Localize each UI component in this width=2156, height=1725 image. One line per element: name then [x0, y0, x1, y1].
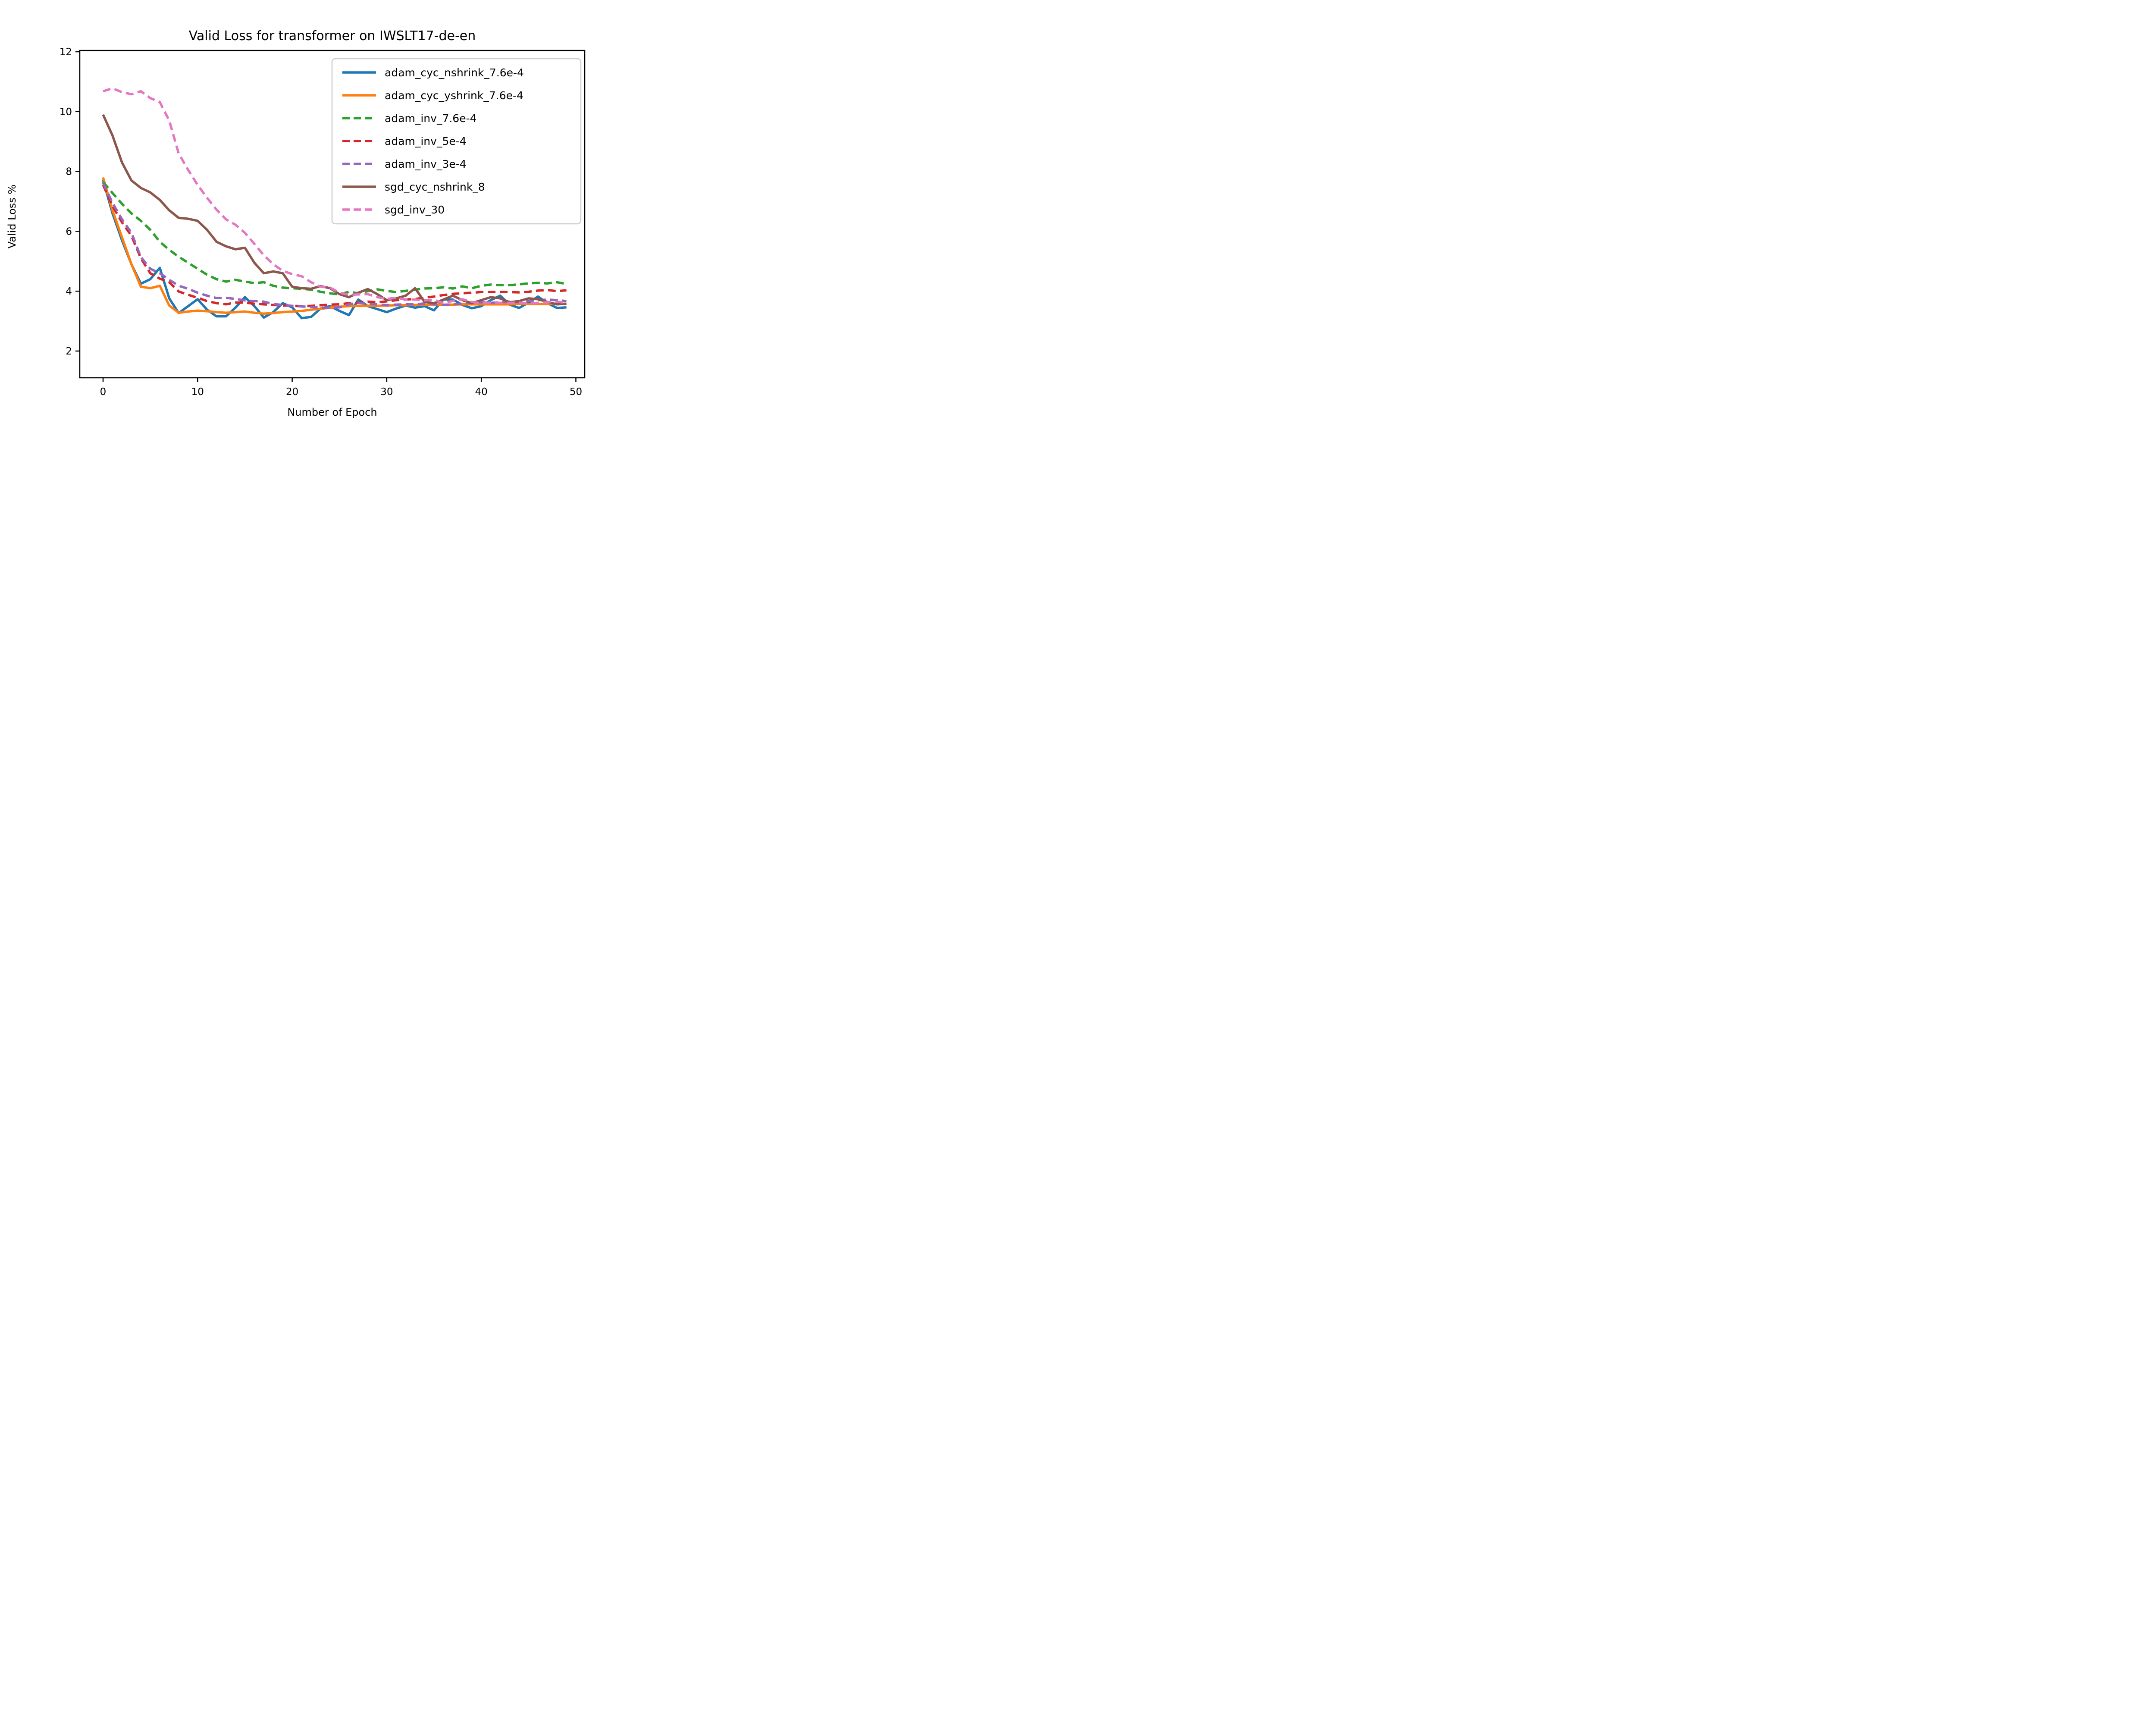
legend-label: adam_inv_5e-4: [385, 135, 467, 147]
x-tick-label: 20: [286, 386, 298, 398]
x-tick-label: 10: [191, 386, 204, 398]
y-tick-label: 8: [66, 166, 72, 178]
legend-label: sgd_cyc_nshrink_8: [385, 181, 485, 193]
x-tick-label: 0: [100, 386, 107, 398]
plot-border: [79, 50, 586, 379]
y-tick-label: 4: [66, 286, 72, 297]
line-chart: 0 10 20 30 40 50 2 4 6 8 10 12 adam_cyc_nshrink_7.6e…: [60, 47, 586, 398]
x-tick-label: 40: [475, 386, 488, 398]
legend-label: adam_cyc_yshrink_7.6e-4: [385, 89, 523, 102]
x-tick-label: 30: [380, 386, 393, 398]
series-line-sgd_inv_30: [103, 87, 567, 305]
y-tick-label: 10: [60, 107, 72, 118]
legend-label: adam_cyc_nshrink_7.6e-4: [385, 66, 524, 79]
y-tick-label: 6: [66, 226, 72, 237]
series-line-adam_inv_3e-4: [102, 182, 567, 309]
figure: Valid Loss for transformer on IWSLT17-de…: [0, 0, 647, 431]
y-tick-label: 12: [60, 47, 72, 58]
series-line-adam_inv_7.6e-4: [102, 181, 567, 296]
x-axis-label: Number of Epoch: [287, 406, 377, 418]
series-line-adam_inv_5e-4: [102, 184, 567, 307]
legend-label: adam_inv_7.6e-4: [385, 112, 477, 125]
legend-label: sgd_inv_30: [385, 204, 445, 216]
legend-label: adam_inv_3e-4: [385, 158, 467, 170]
chart-title: Valid Loss for transformer on IWSLT17-de…: [188, 28, 476, 44]
legend: adam_cyc_nshrink_7.6e-4 adam_cyc_yshrink_…: [331, 58, 582, 225]
y-tick-label: 2: [66, 346, 72, 357]
y-axis-label: Valid Loss %: [6, 184, 18, 249]
legend-box: [331, 58, 582, 225]
x-tick-label: 50: [570, 386, 582, 398]
